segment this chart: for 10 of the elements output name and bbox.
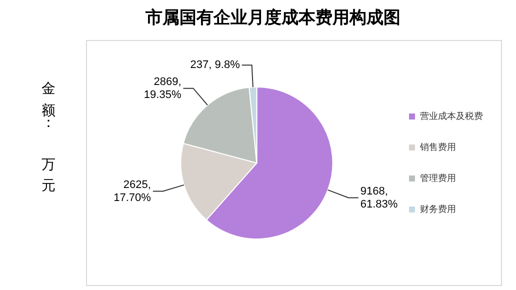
chart-title: 市属国有企业月度成本费用构成图 (144, 7, 402, 29)
legend-label: 销售费用 (419, 142, 456, 153)
data-label: 9168, 61.83% (360, 185, 398, 210)
data-label: 2869, 19.35% (144, 76, 182, 101)
legend-label: 营业成本及税费 (420, 110, 483, 122)
legend-label: 管理费用 (420, 172, 456, 184)
legend-label: 财务费用 (420, 204, 456, 215)
data-label: 237, 9.8% (190, 59, 240, 72)
text: 金额：万元 (40, 70, 56, 189)
data-label: 2625, 17.70% (114, 178, 152, 204)
